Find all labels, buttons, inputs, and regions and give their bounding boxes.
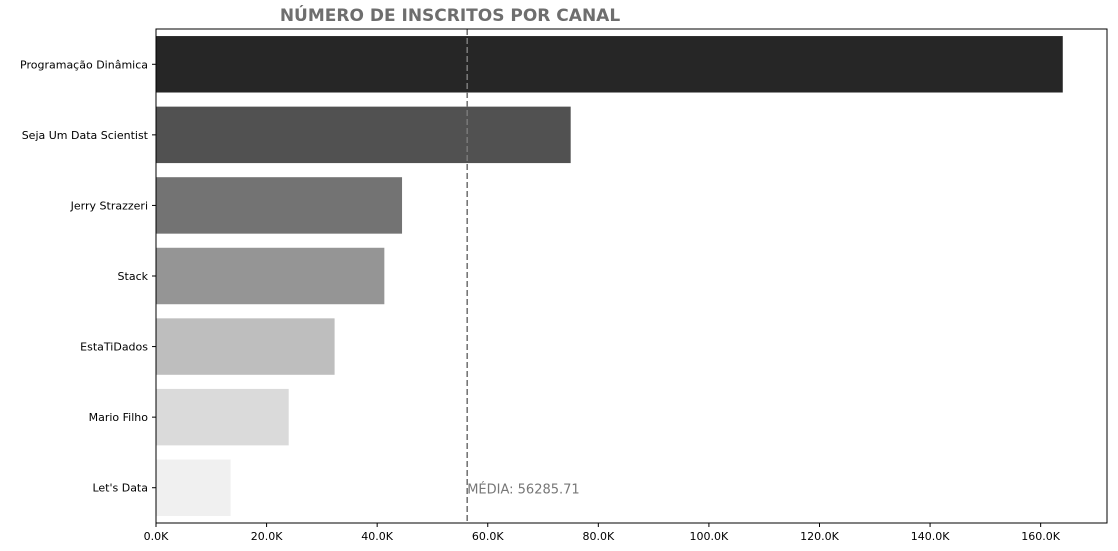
bar-0 [156, 36, 1063, 93]
x-tick-label: 60.0K [472, 530, 504, 543]
x-tick-label: 0.0K [144, 530, 169, 543]
x-tick-label: 40.0K [361, 530, 393, 543]
chart-title: NÚMERO DE INSCRITOS POR CANAL [280, 4, 620, 26]
bars-layer [156, 36, 1063, 516]
x-tick-label: 160.0K [1021, 530, 1060, 543]
x-tick-label: 140.0K [911, 530, 950, 543]
x-tick-label: 80.0K [582, 530, 614, 543]
y-tick-label: Seja Um Data Scientist [22, 129, 149, 142]
y-tick-label: Mario Filho [89, 411, 149, 424]
x-tick-label: 20.0K [251, 530, 283, 543]
bar-1 [156, 106, 571, 164]
plot-frame [155, 28, 1108, 524]
bar-2 [156, 177, 403, 234]
y-tick-label: Stack [118, 270, 149, 283]
y-tick-label: Programação Dinâmica [20, 58, 148, 71]
bar-5 [156, 388, 289, 446]
y-tick-label: Let's Data [92, 482, 148, 495]
y-tick-label: Jerry Strazzeri [70, 199, 148, 212]
x-tick-label: 100.0K [690, 530, 729, 543]
bar-4 [156, 318, 335, 375]
y-tick-label: EstaTiDados [80, 341, 148, 354]
x-tick-label: 120.0K [800, 530, 839, 543]
bar-6 [156, 459, 231, 516]
bar-3 [156, 247, 385, 305]
mean-label: MÉDIA: 56285.71 [467, 482, 579, 498]
axis-layer: Programação Dinâmica Seja Um Data Scienti… [20, 28, 1108, 543]
mean-layer: MÉDIA: 56285.71 [466, 29, 580, 523]
